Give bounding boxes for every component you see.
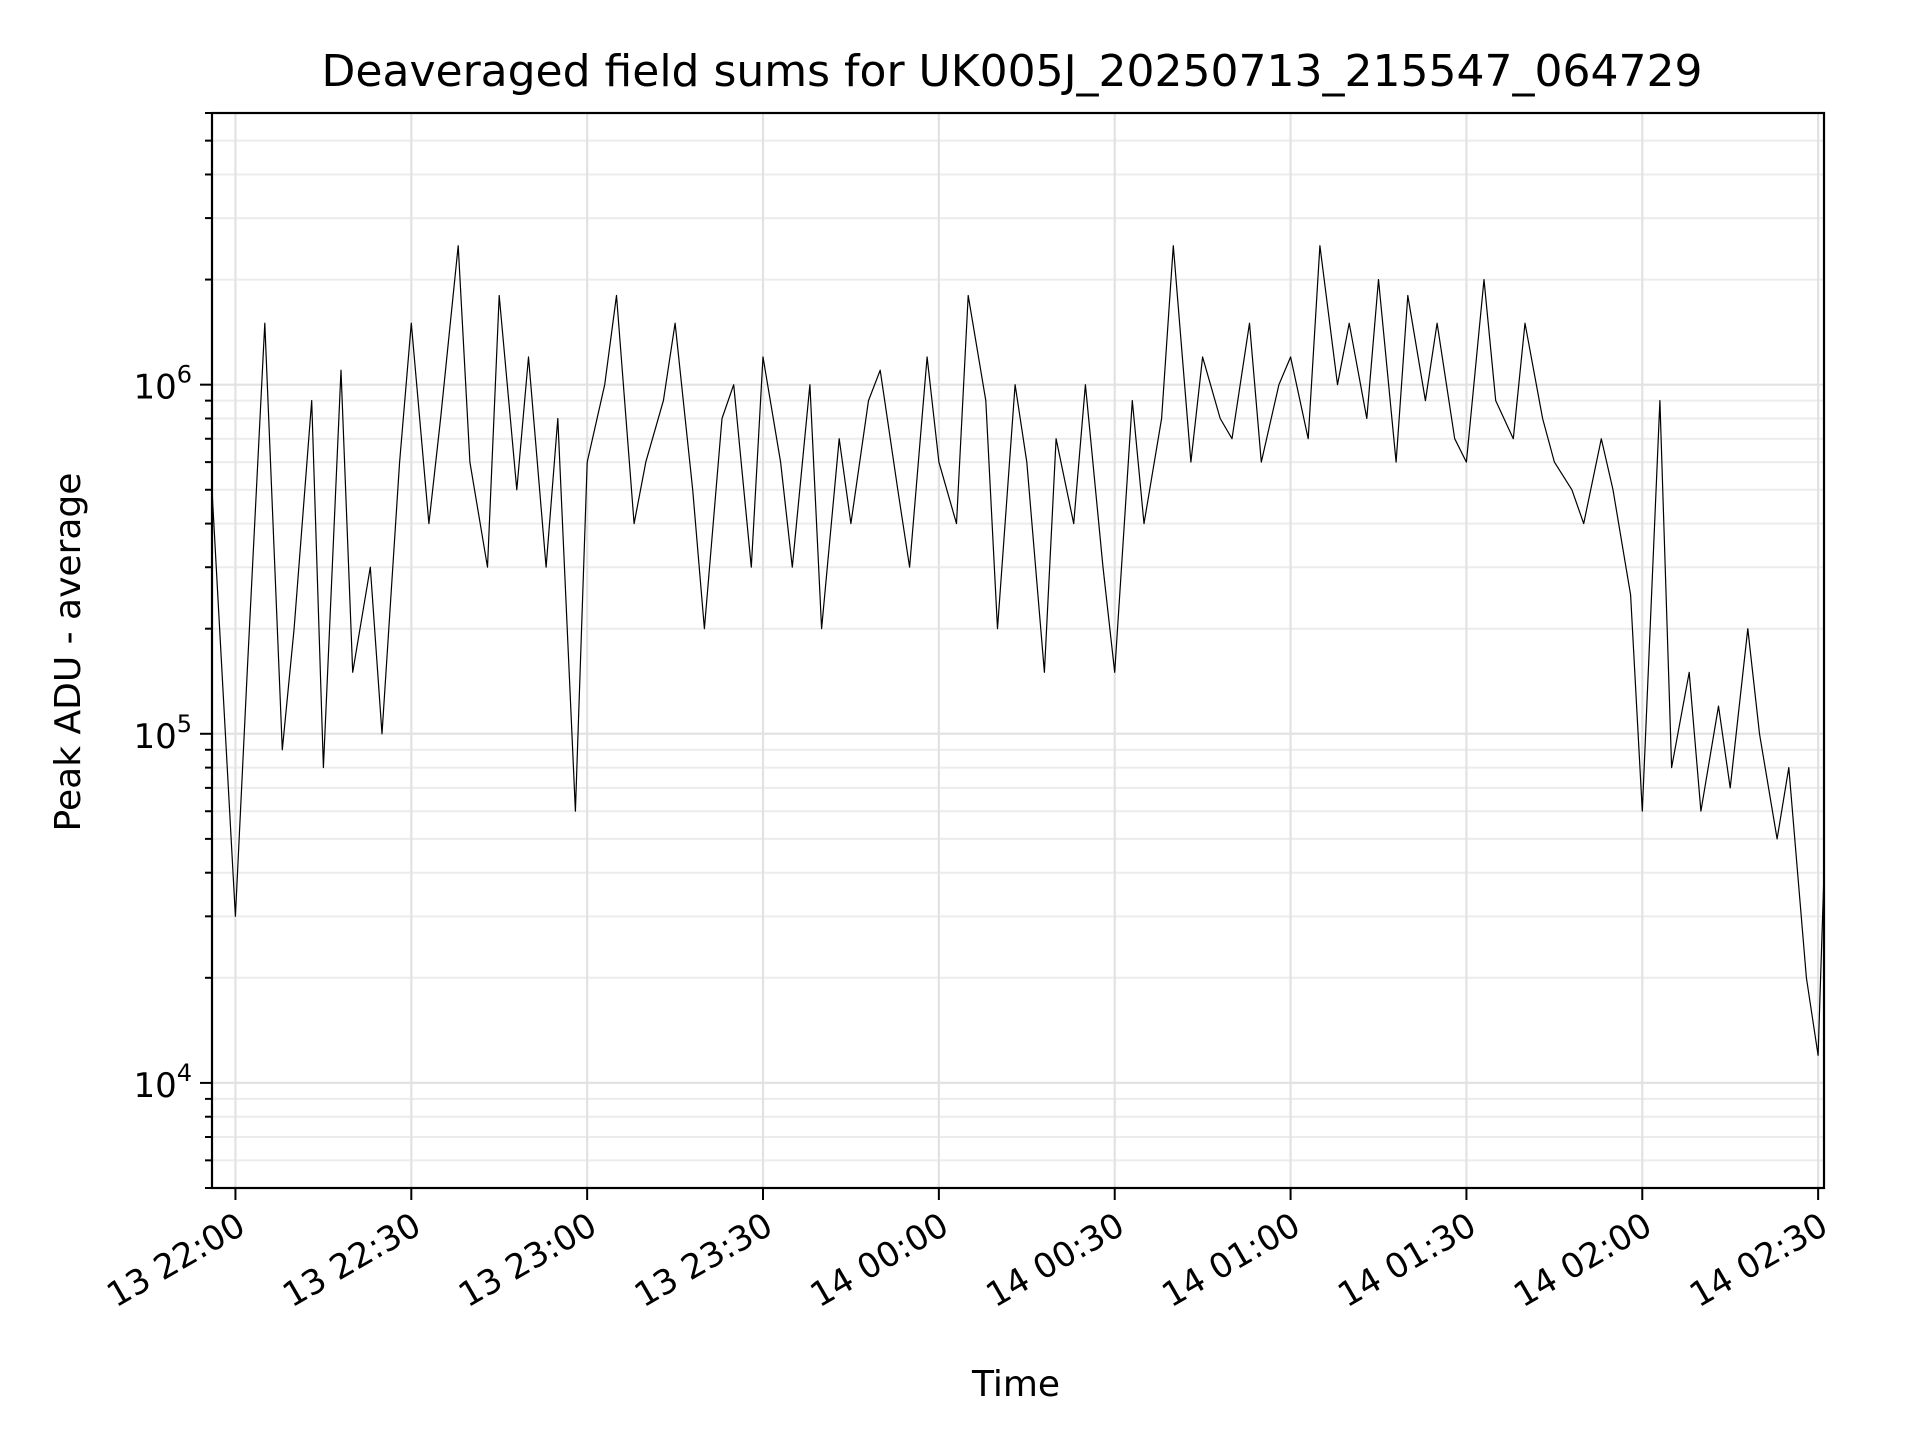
y-tick-label: 105 [133, 710, 192, 757]
x-tick-label: 13 23:00 [452, 1205, 604, 1316]
x-tick-label: 13 22:00 [100, 1205, 252, 1316]
x-tick-labels: 13 22:00 13 22:30 13 23:00 13 23:30 14 00:00… [100, 1205, 1834, 1316]
grid [212, 112, 1824, 1189]
plot-frame [210, 111, 1826, 1190]
y-tick-base: 10 [133, 368, 176, 408]
x-tick-label: 14 01:30 [1331, 1205, 1483, 1316]
x-tick-label: 14 00:30 [980, 1205, 1132, 1316]
chart-title: Deaveraged field sums for UK005J_2025071… [322, 46, 1703, 97]
x-tick-label: 13 23:30 [628, 1205, 780, 1316]
x-tick-label: 13 22:30 [276, 1205, 428, 1316]
x-tick-label: 14 02:30 [1683, 1205, 1835, 1316]
axis-ticks [200, 112, 1820, 1200]
y-tick-label: 106 [133, 361, 192, 408]
y-tick-base: 10 [133, 717, 176, 757]
y-tick-label: 104 [133, 1059, 192, 1106]
y-tick-exponent: 5 [177, 710, 192, 738]
x-axis-label: Time [971, 1364, 1060, 1405]
series-line [211, 245, 1825, 1056]
y-axis-label: Peak ADU - average [48, 473, 89, 832]
y-tick-exponent: 4 [177, 1059, 192, 1087]
y-tick-base: 10 [133, 1066, 176, 1106]
x-tick-label: 14 01:00 [1155, 1205, 1307, 1316]
x-tick-label: 14 02:00 [1507, 1205, 1659, 1316]
x-tick-label: 14 00:00 [804, 1205, 956, 1316]
y-tick-exponent: 6 [177, 361, 192, 389]
